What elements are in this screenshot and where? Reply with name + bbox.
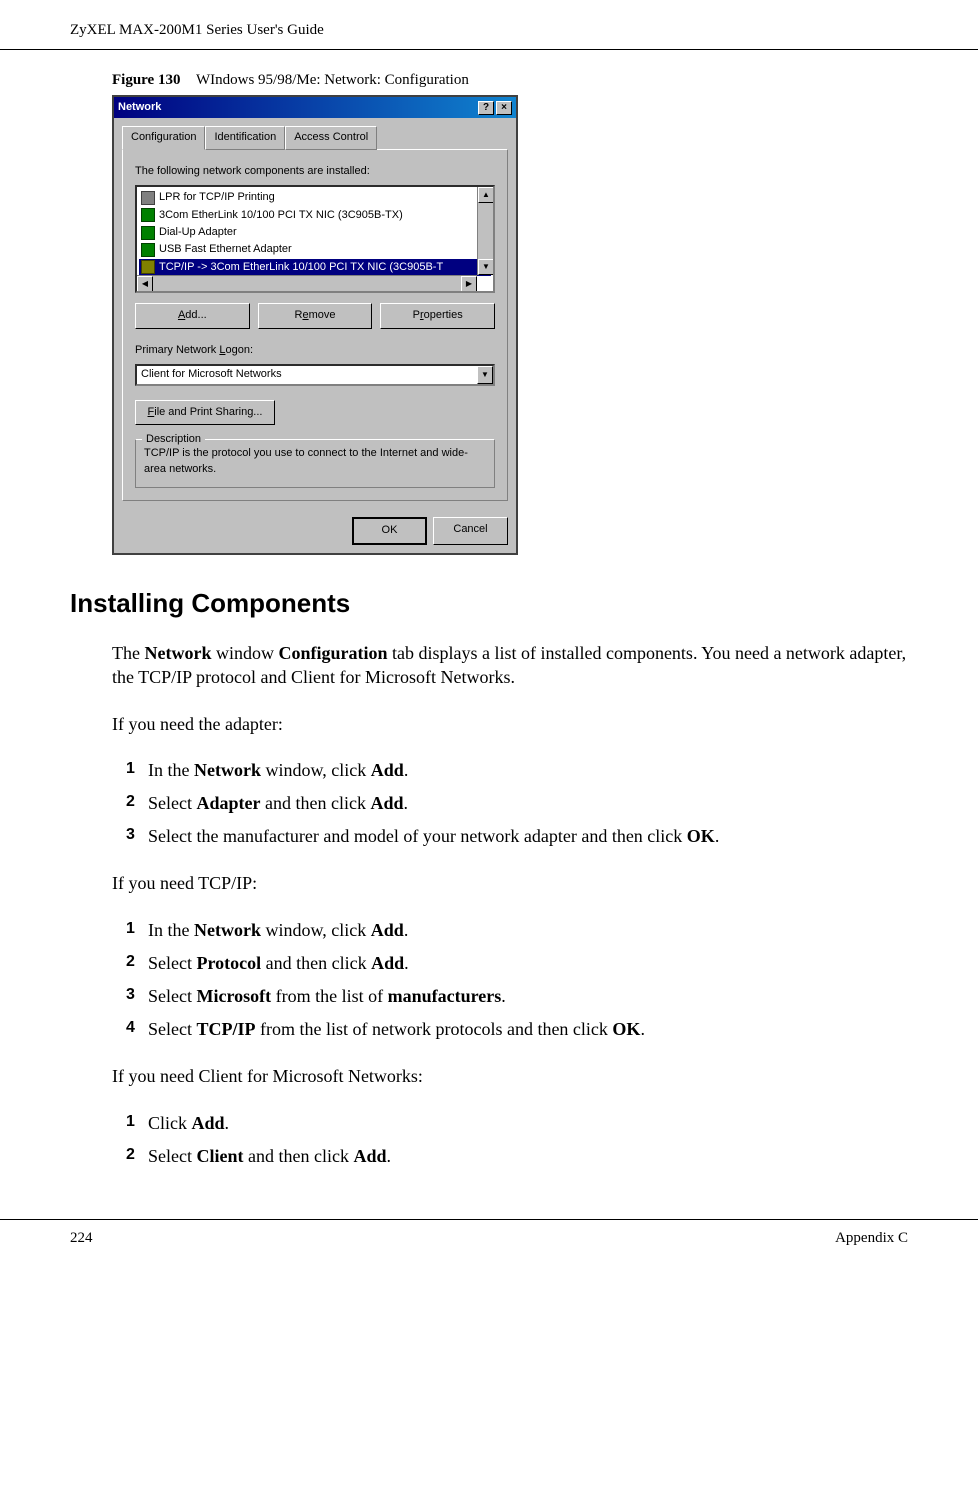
page-header: ZyXEL MAX-200M1 Series User's Guide — [0, 0, 978, 50]
logon-label: Primary Network Logon: — [135, 343, 495, 358]
section-heading: Installing Components — [70, 585, 908, 621]
add-button[interactable]: Add... — [135, 303, 250, 328]
list-item[interactable]: USB Fast Ethernet Adapter — [139, 241, 491, 258]
page-number: 224 — [70, 1228, 93, 1249]
list-item: 2Select Protocol and then click Add. — [126, 951, 908, 976]
file-print-sharing-button[interactable]: File and Print Sharing... — [135, 400, 275, 425]
network-card-icon — [141, 243, 155, 257]
network-card-icon — [141, 226, 155, 240]
dialog-footer-buttons: OK Cancel — [114, 509, 516, 552]
scroll-left-icon[interactable]: ◀ — [137, 276, 153, 292]
network-card-icon — [141, 208, 155, 222]
dialog-tabs: Configuration Identification Access Cont… — [122, 126, 508, 149]
list-item: 4Select TCP/IP from the list of network … — [126, 1017, 908, 1042]
tab-identification[interactable]: Identification — [205, 126, 285, 149]
protocol-icon — [141, 260, 155, 274]
properties-button[interactable]: Properties — [380, 303, 495, 328]
description-fieldset: Description TCP/IP is the protocol you u… — [135, 439, 495, 488]
titlebar-buttons: ? × — [478, 101, 512, 115]
list-buttons-row: Add... Remove Properties — [135, 303, 495, 328]
logon-dropdown[interactable]: Client for Microsoft Networks ▼ — [135, 364, 495, 386]
tcpip-steps: 1In the Network window, click Add. 2Sele… — [126, 918, 908, 1043]
logon-value: Client for Microsoft Networks — [141, 367, 282, 382]
tab-access-control[interactable]: Access Control — [285, 126, 377, 149]
appendix-label: Appendix C — [835, 1228, 908, 1249]
remove-button[interactable]: Remove — [258, 303, 373, 328]
cancel-button[interactable]: Cancel — [433, 517, 508, 544]
list-item[interactable]: LPR for TCP/IP Printing — [139, 189, 491, 206]
content-area: Figure 130 WIndows 95/98/Me: Network: Co… — [0, 50, 978, 1169]
list-item: 2Select Client and then click Add. — [126, 1144, 908, 1169]
list-item: 1Click Add. — [126, 1111, 908, 1136]
figure-caption: Figure 130 WIndows 95/98/Me: Network: Co… — [70, 70, 908, 91]
description-text: TCP/IP is the protocol you use to connec… — [144, 446, 486, 477]
network-dialog: Network ? × Configuration Identification… — [112, 95, 518, 555]
list-item-selected[interactable]: TCP/IP -> 3Com EtherLink 10/100 PCI TX N… — [139, 259, 491, 276]
intro-paragraph: The Network window Configuration tab dis… — [112, 641, 908, 690]
scroll-up-icon[interactable]: ▲ — [478, 187, 494, 203]
list-item[interactable]: Dial-Up Adapter — [139, 224, 491, 241]
components-listbox[interactable]: LPR for TCP/IP Printing 3Com EtherLink 1… — [135, 185, 495, 293]
client-lead: If you need Client for Microsoft Network… — [112, 1064, 908, 1088]
dialog-titlebar: Network ? × — [114, 97, 516, 118]
ok-button[interactable]: OK — [352, 517, 427, 544]
client-steps: 1Click Add. 2Select Client and then clic… — [126, 1111, 908, 1169]
guide-title: ZyXEL MAX-200M1 Series User's Guide — [70, 22, 324, 38]
scroll-right-icon[interactable]: ▶ — [461, 276, 477, 292]
tcpip-lead: If you need TCP/IP: — [112, 871, 908, 895]
close-button[interactable]: × — [496, 101, 512, 115]
list-item: 3Select Microsoft from the list of manuf… — [126, 984, 908, 1009]
scrollbar-vertical[interactable]: ▲ ▼ — [477, 187, 493, 275]
list-item: 1In the Network window, click Add. — [126, 758, 908, 783]
list-item: 1In the Network window, click Add. — [126, 918, 908, 943]
dialog-title: Network — [118, 100, 161, 115]
figure-label: Figure 130 — [112, 72, 180, 88]
scrollbar-horizontal[interactable]: ◀ ▶ — [137, 275, 477, 291]
list-item[interactable]: 3Com EtherLink 10/100 PCI TX NIC (3C905B… — [139, 207, 491, 224]
chevron-down-icon[interactable]: ▼ — [477, 366, 493, 384]
installed-label: The following network components are ins… — [135, 164, 495, 179]
tab-panel: The following network components are ins… — [122, 149, 508, 501]
list-item: 3Select the manufacturer and model of yo… — [126, 824, 908, 849]
description-label: Description — [142, 432, 205, 447]
figure-caption-text: WIndows 95/98/Me: Network: Configuration — [196, 72, 469, 88]
help-button[interactable]: ? — [478, 101, 494, 115]
scroll-down-icon[interactable]: ▼ — [478, 259, 494, 275]
printer-icon — [141, 191, 155, 205]
adapter-steps: 1In the Network window, click Add. 2Sele… — [126, 758, 908, 850]
adapter-lead: If you need the adapter: — [112, 712, 908, 736]
list-item: 2Select Adapter and then click Add. — [126, 791, 908, 816]
tab-configuration[interactable]: Configuration — [122, 126, 205, 149]
dialog-body: Configuration Identification Access Cont… — [114, 118, 516, 509]
page-footer: 224 Appendix C — [0, 1219, 978, 1269]
